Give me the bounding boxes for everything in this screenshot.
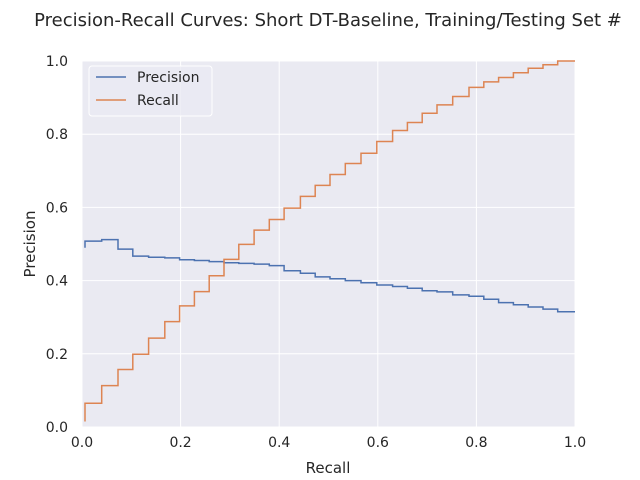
chart-title: Precision-Recall Curves: Short DT-Baseli… [34, 10, 622, 31]
legend-label-precision: Precision [137, 70, 199, 86]
x-tick-label: 0.4 [268, 435, 290, 451]
x-tick-label: 0.2 [169, 435, 191, 451]
x-tick-label: 0.0 [71, 435, 93, 451]
y-axis-title: Precision [21, 211, 39, 278]
x-axis-title: Recall [306, 459, 351, 477]
legend-label-recall: Recall [137, 93, 179, 109]
legend: Precision Recall [88, 65, 213, 117]
series-line-recall [84, 60, 575, 422]
y-tick-labels: 0.0 0.2 0.4 0.6 0.8 1.0 [46, 54, 68, 436]
series-line-precision [84, 238, 575, 313]
y-tick-label: 0.6 [46, 200, 68, 216]
series-layer [84, 60, 575, 422]
grid-lines [81, 60, 576, 428]
legend-box [88, 65, 213, 117]
y-tick-label: 1.0 [46, 54, 68, 70]
y-tick-label: 0.0 [46, 420, 68, 436]
x-tick-label: 0.8 [465, 435, 487, 451]
y-tick-label: 0.4 [46, 274, 68, 290]
y-tick-label: 0.2 [46, 347, 68, 363]
x-tick-label: 0.6 [367, 435, 389, 451]
x-tick-labels: 0.0 0.2 0.4 0.6 0.8 1.0 [71, 435, 586, 451]
y-tick-label: 0.8 [46, 127, 68, 143]
x-tick-label: 1.0 [564, 435, 586, 451]
plot-background [82, 61, 575, 427]
